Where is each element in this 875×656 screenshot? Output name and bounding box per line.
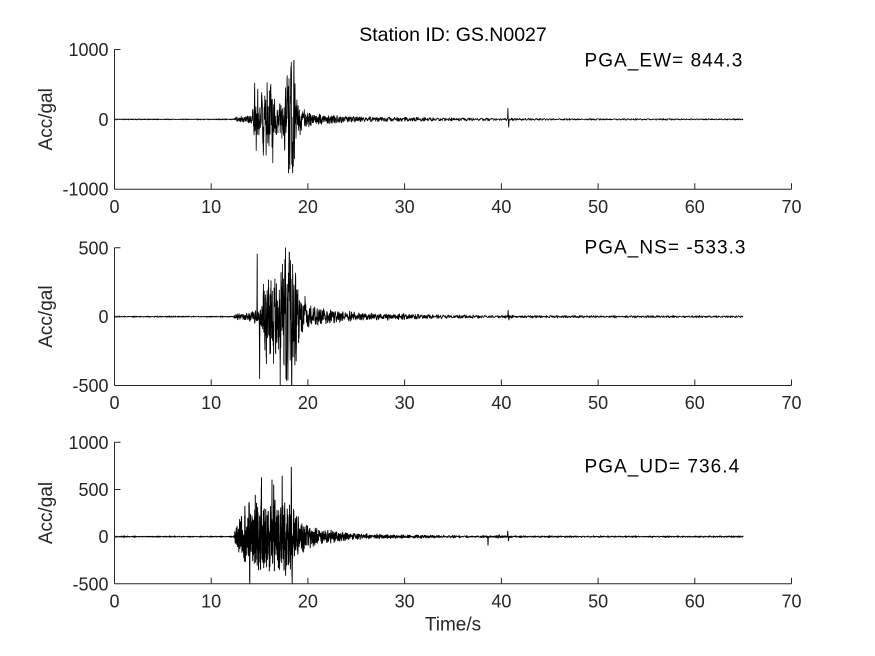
- svg-text:20: 20: [298, 197, 318, 217]
- svg-text:0: 0: [109, 592, 119, 612]
- svg-text:0: 0: [98, 110, 108, 130]
- svg-text:40: 40: [491, 197, 511, 217]
- svg-text:1000: 1000: [68, 40, 108, 60]
- svg-text:20: 20: [298, 393, 318, 413]
- svg-text:Station ID: GS.N0027: Station ID: GS.N0027: [359, 24, 547, 46]
- svg-text:0: 0: [98, 527, 108, 547]
- svg-text:-500: -500: [72, 574, 108, 594]
- svg-text:50: 50: [588, 197, 608, 217]
- svg-text:60: 60: [685, 393, 705, 413]
- svg-text:PGA_UD= 736.4: PGA_UD= 736.4: [585, 457, 741, 478]
- svg-text:PGA_EW= 844.3: PGA_EW= 844.3: [585, 51, 744, 72]
- svg-text:0: 0: [98, 307, 108, 327]
- svg-text:1000: 1000: [68, 433, 108, 453]
- svg-text:20: 20: [298, 592, 318, 612]
- svg-text:Acc/gal: Acc/gal: [36, 482, 57, 544]
- svg-text:Acc/gal: Acc/gal: [36, 88, 57, 150]
- svg-text:10: 10: [201, 393, 221, 413]
- svg-text:50: 50: [588, 592, 608, 612]
- svg-text:30: 30: [395, 197, 415, 217]
- svg-text:10: 10: [201, 197, 221, 217]
- svg-text:60: 60: [685, 592, 705, 612]
- svg-text:10: 10: [201, 592, 221, 612]
- svg-text:40: 40: [491, 393, 511, 413]
- svg-text:30: 30: [395, 393, 415, 413]
- svg-text:70: 70: [781, 592, 801, 612]
- svg-text:PGA_NS= -533.3: PGA_NS= -533.3: [585, 238, 747, 259]
- svg-text:50: 50: [588, 393, 608, 413]
- svg-text:0: 0: [109, 197, 119, 217]
- svg-text:70: 70: [781, 197, 801, 217]
- svg-text:Time/s: Time/s: [425, 614, 481, 635]
- svg-text:60: 60: [685, 197, 705, 217]
- svg-text:500: 500: [78, 480, 108, 500]
- svg-text:-500: -500: [72, 376, 108, 396]
- svg-text:30: 30: [395, 592, 415, 612]
- svg-text:70: 70: [781, 393, 801, 413]
- svg-text:-1000: -1000: [62, 180, 108, 200]
- svg-text:40: 40: [491, 592, 511, 612]
- svg-text:Acc/gal: Acc/gal: [36, 285, 57, 347]
- svg-text:0: 0: [109, 393, 119, 413]
- svg-text:500: 500: [78, 238, 108, 258]
